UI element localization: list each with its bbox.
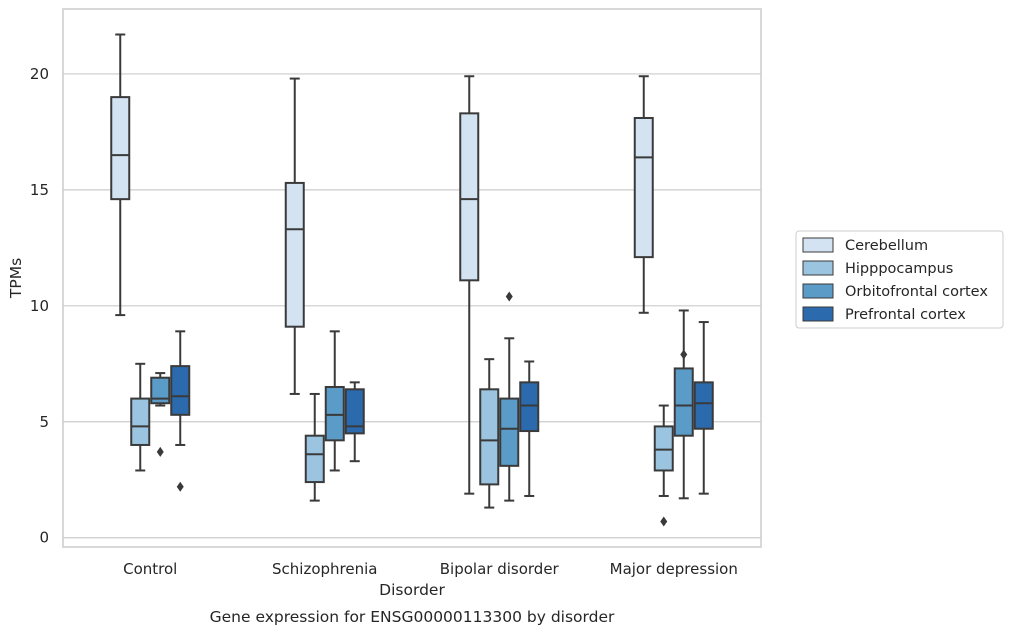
box-prefrontal-cortex-bipolar-disorder xyxy=(519,360,540,497)
box-hipppocampus-schizophrenia xyxy=(304,392,325,502)
box-cerebellum-schizophrenia xyxy=(284,77,305,395)
y-tick-label-20: 20 xyxy=(30,65,49,83)
iqr-box xyxy=(150,376,171,405)
box-hipppocampus-bipolar-disorder xyxy=(479,358,500,509)
iqr-box xyxy=(693,381,714,430)
legend-label-orbitofrontal-cortex: Orbitofrontal cortex xyxy=(845,284,988,300)
box-prefrontal-cortex-control xyxy=(170,330,191,492)
iqr-box xyxy=(499,397,520,467)
iqr-box xyxy=(284,181,305,328)
x-tick-label-bipolar-disorder: Bipolar disorder xyxy=(440,560,560,578)
y-tick-label-15: 15 xyxy=(30,181,49,199)
iqr-box xyxy=(673,367,694,437)
y-axis-ticks: 0 5 10 15 20 xyxy=(30,65,49,547)
iqr-box xyxy=(519,381,540,433)
box-hipppocampus-control xyxy=(130,362,151,472)
chart-caption: Gene expression for ENSG00000113300 by d… xyxy=(210,608,615,626)
iqr-box xyxy=(110,96,131,201)
outlier-point xyxy=(156,446,164,457)
legend-label-hipppocampus: Hipppocampus xyxy=(845,261,953,277)
box-cerebellum-bipolar-disorder xyxy=(459,75,480,495)
outlier-point xyxy=(660,516,668,527)
box-prefrontal-cortex-schizophrenia xyxy=(344,381,365,463)
box-orbitofrontal-cortex-control xyxy=(150,372,171,457)
iqr-box xyxy=(344,388,365,435)
x-axis-ticks: Control Schizophrenia Bipolar disorder Majo… xyxy=(123,560,738,578)
y-tick-label-5: 5 xyxy=(39,413,49,431)
box-orbitofrontal-cortex-major-depression xyxy=(673,309,694,500)
iqr-box xyxy=(653,425,674,472)
iqr-box xyxy=(459,112,480,282)
box-plot-series xyxy=(110,33,714,527)
y-tick-label-0: 0 xyxy=(39,529,49,547)
box-prefrontal-cortex-major-depression xyxy=(693,321,714,495)
iqr-box xyxy=(130,397,151,446)
legend-swatch-cerebellum xyxy=(802,237,834,253)
iqr-box xyxy=(304,434,325,484)
box-orbitofrontal-cortex-schizophrenia xyxy=(324,330,345,472)
x-tick-label-schizophrenia: Schizophrenia xyxy=(272,560,377,578)
legend-frame xyxy=(795,230,1004,329)
iqr-box xyxy=(479,388,500,486)
box-cerebellum-control xyxy=(110,33,131,317)
legend-swatch-prefrontal-cortex xyxy=(802,306,834,322)
legend-swatch-orbitofrontal-cortex xyxy=(802,283,834,299)
outlier-point xyxy=(176,481,184,492)
y-tick-label-10: 10 xyxy=(30,297,49,315)
legend-swatch-hipppocampus xyxy=(802,260,834,276)
x-tick-label-control: Control xyxy=(123,560,177,578)
iqr-box xyxy=(170,365,191,416)
iqr-box xyxy=(324,385,345,442)
legend-label-cerebellum: Cerebellum xyxy=(845,238,928,254)
x-axis-label: Disorder xyxy=(379,581,445,599)
legend: Cerebellum Hipppocampus Orbitofrontal cort… xyxy=(795,230,1004,329)
legend-label-prefrontal-cortex: Prefrontal cortex xyxy=(845,307,966,323)
y-axis-label: TPMs xyxy=(7,258,25,299)
plot-frame xyxy=(62,8,762,548)
box-orbitofrontal-cortex-bipolar-disorder xyxy=(499,291,520,502)
box-hipppocampus-major-depression xyxy=(653,404,674,527)
outlier-point xyxy=(505,291,513,302)
outlier-point xyxy=(680,349,688,360)
iqr-box xyxy=(633,116,654,259)
x-tick-label-major-depression: Major depression xyxy=(610,560,738,578)
box-cerebellum-major-depression xyxy=(633,75,654,314)
